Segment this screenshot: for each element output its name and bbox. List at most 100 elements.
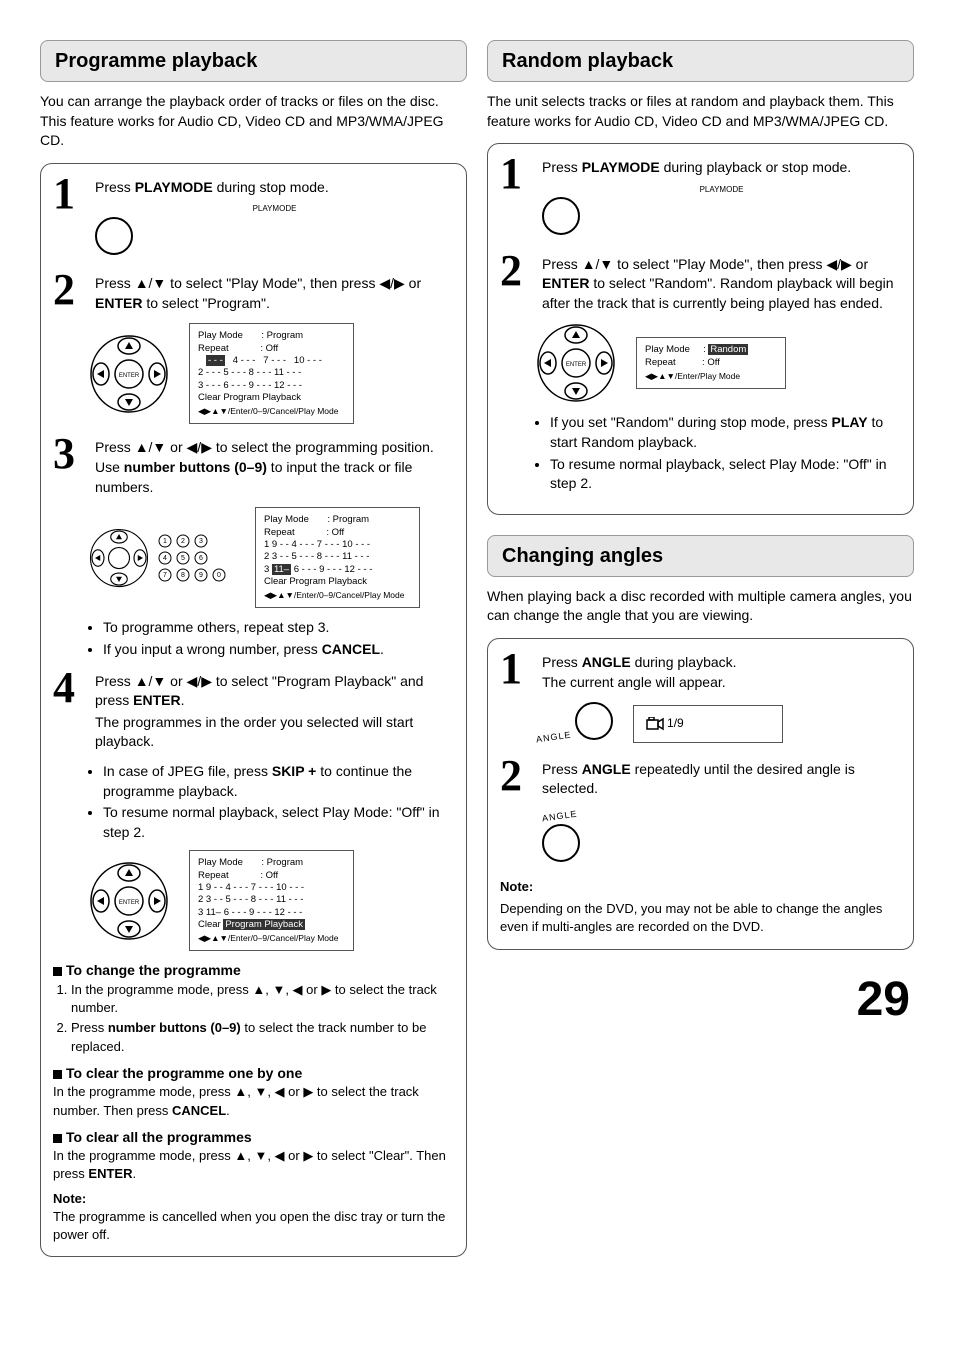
s2-ar2: ◀/▶ — [379, 275, 404, 291]
rb1b: PLAY — [832, 414, 868, 430]
rs2b: to select "Play Mode", then press — [613, 256, 826, 272]
rs2a: Press — [542, 256, 582, 272]
svg-text:1: 1 — [163, 538, 167, 545]
osd3-b: ◀▶▲▼/Enter/0–9/Cancel/Play Mode — [198, 933, 345, 944]
angle-label-1: ANGLE — [535, 729, 572, 746]
s1-bold: PLAYMODE — [135, 179, 213, 195]
osd2-l1a: Play Mode — [264, 514, 309, 525]
cl2e: . — [132, 1166, 136, 1181]
as1b: ANGLE — [582, 654, 631, 670]
step-3-number: 3 — [53, 434, 87, 497]
s2-ar1: ▲/▼ — [135, 275, 167, 291]
as2a: Press — [542, 761, 582, 777]
rs2bold: ENTER — [542, 275, 589, 291]
s4-bold: ENTER — [133, 692, 180, 708]
a-step-2: 2 Press ANGLE repeatedly until the desir… — [500, 756, 901, 868]
a-step-2-number: 2 — [500, 756, 534, 868]
s3b2b: CANCEL — [322, 641, 380, 657]
osd3-l2a: Repeat — [198, 870, 229, 881]
r-step-1-text: Press PLAYMODE during playback or stop m… — [542, 154, 901, 240]
svg-text:4: 4 — [163, 555, 167, 562]
random-steps-box: 1 Press PLAYMODE during playback or stop… — [487, 143, 914, 515]
s2-b: to select "Play Mode", then press — [166, 275, 379, 291]
a-step-1: 1 Press ANGLE during playback. The curre… — [500, 649, 901, 692]
r-step-1-number: 1 — [500, 154, 534, 240]
clear1-h-text: To clear the programme one by one — [66, 1065, 302, 1081]
svg-text:0: 0 — [217, 572, 221, 579]
osd1-l1b: : Program — [261, 330, 303, 341]
clear-all-h: To clear all the programmes — [53, 1128, 454, 1148]
osd3-c: Clear — [198, 919, 223, 930]
c2a: Press — [71, 1020, 108, 1035]
s2-c: or — [405, 275, 421, 291]
a-step-2-text: Press ANGLE repeatedly until the desired… — [542, 756, 901, 868]
left-note-text: The programme is cancelled when you open… — [53, 1208, 454, 1244]
s4-ar1: ▲/▼ — [135, 673, 167, 689]
rosd-b: ◀▶▲▼/Enter/Play Mode — [645, 371, 777, 382]
cl2b: ENTER — [88, 1166, 132, 1181]
step-2: 2 Press ▲/▼ to select "Play Mode", then … — [53, 270, 454, 313]
svg-text:5: 5 — [181, 555, 185, 562]
step-4-number: 4 — [53, 668, 87, 752]
svg-text:9: 9 — [199, 572, 203, 579]
s2-a: Press — [95, 275, 135, 291]
s4-d: . — [181, 692, 185, 708]
osd2-r3hl: 11– — [272, 564, 291, 575]
left-column: Programme playback You can arrange the p… — [40, 40, 467, 1271]
camera-icon — [646, 717, 664, 731]
osd3-r2: 2 3 - - 5 - - - 8 - - - 11 - - - — [198, 894, 345, 906]
s4-ar2: ◀/▶ — [187, 673, 212, 689]
r-playmode-label: PLAYMODE — [542, 184, 901, 195]
clear2-h-text: To clear all the programmes — [66, 1129, 252, 1145]
rs1b: PLAYMODE — [582, 159, 660, 175]
rosd-l2a: Repeat — [645, 357, 676, 368]
s3-bullet-1: To programme others, repeat step 3. — [103, 618, 454, 638]
change-programme-h: To change the programme — [53, 961, 454, 981]
programme-intro: You can arrange the playback order of tr… — [40, 92, 467, 151]
rs1a: Press — [542, 159, 582, 175]
step-3-text: Press ▲/▼ or ◀/▶ to select the programmi… — [95, 434, 454, 497]
programme-steps-box: 1 Press PLAYMODE during stop mode. PLAYM… — [40, 163, 467, 1257]
angles-intro: When playing back a disc recorded with m… — [487, 587, 914, 626]
cl1e: . — [226, 1103, 230, 1118]
playmode-button-icon — [95, 217, 133, 255]
osd-box-2: Play Mode : Program Repeat : Off 1 9 - -… — [255, 507, 420, 608]
as1d: The current angle will appear. — [542, 673, 901, 693]
change-item-1: In the programme mode, press ▲, ▼, ◀ or … — [71, 981, 454, 1017]
random-intro: The unit selects tracks or files at rand… — [487, 92, 914, 131]
s4-bullet-1: In case of JPEG file, press SKIP + to co… — [103, 762, 454, 801]
angle-osd-text: 1/9 — [667, 716, 684, 730]
angle-note-text: Depending on the DVD, you may not be abl… — [500, 900, 901, 936]
change-item-2: Press number buttons (0–9) to select the… — [71, 1019, 454, 1055]
s1-suffix: during stop mode. — [213, 179, 329, 195]
a-step-1-text: Press ANGLE during playback. The current… — [542, 649, 901, 692]
s4-b: or — [166, 673, 186, 689]
angle-label-2: ANGLE — [541, 807, 578, 824]
osd3-chl: Program Playback — [223, 919, 305, 930]
s4-bullet-2: To resume normal playback, select Play M… — [103, 803, 454, 842]
osd-box-3: Play Mode : Program Repeat : Off 1 9 - -… — [189, 850, 354, 951]
rosd-l2b: : Off — [702, 357, 720, 368]
r-step-2-text: Press ▲/▼ to select "Play Mode", then pr… — [542, 251, 901, 314]
osd3-l1a: Play Mode — [198, 857, 243, 868]
rs1c: during playback or stop mode. — [660, 159, 851, 175]
a-step-1-number: 1 — [500, 649, 534, 692]
s2-bold: ENTER — [95, 295, 142, 311]
osd2-r1: 1 9 - - 4 - - - 7 - - - 10 - - - — [264, 539, 411, 551]
osd-box-1: Play Mode : Program Repeat : Off - - - 4… — [189, 323, 354, 424]
osd1-r1-rest: 4 - - - 7 - - - 10 - - - — [225, 355, 322, 366]
r-dpad-icon — [536, 323, 616, 403]
changing-angles-header: Changing angles — [487, 535, 914, 577]
svg-text:8: 8 — [181, 572, 185, 579]
step-2-number: 2 — [53, 270, 87, 313]
right-column: Random playback The unit selects tracks … — [487, 40, 914, 1271]
s3-bullet-2: If you input a wrong number, press CANCE… — [103, 640, 454, 660]
r-step-1: 1 Press PLAYMODE during playback or stop… — [500, 154, 901, 240]
osd2-b: ◀▶▲▼/Enter/0–9/Cancel/Play Mode — [264, 590, 411, 601]
rs2c: or — [852, 256, 868, 272]
rs2ar2: ◀/▶ — [826, 256, 851, 272]
s3-a: Press — [95, 439, 135, 455]
step-2-text: Press ▲/▼ to select "Play Mode", then pr… — [95, 270, 454, 313]
r-bullet-2: To resume normal playback, select Play M… — [550, 455, 901, 494]
angle-button-icon-1 — [575, 702, 613, 740]
